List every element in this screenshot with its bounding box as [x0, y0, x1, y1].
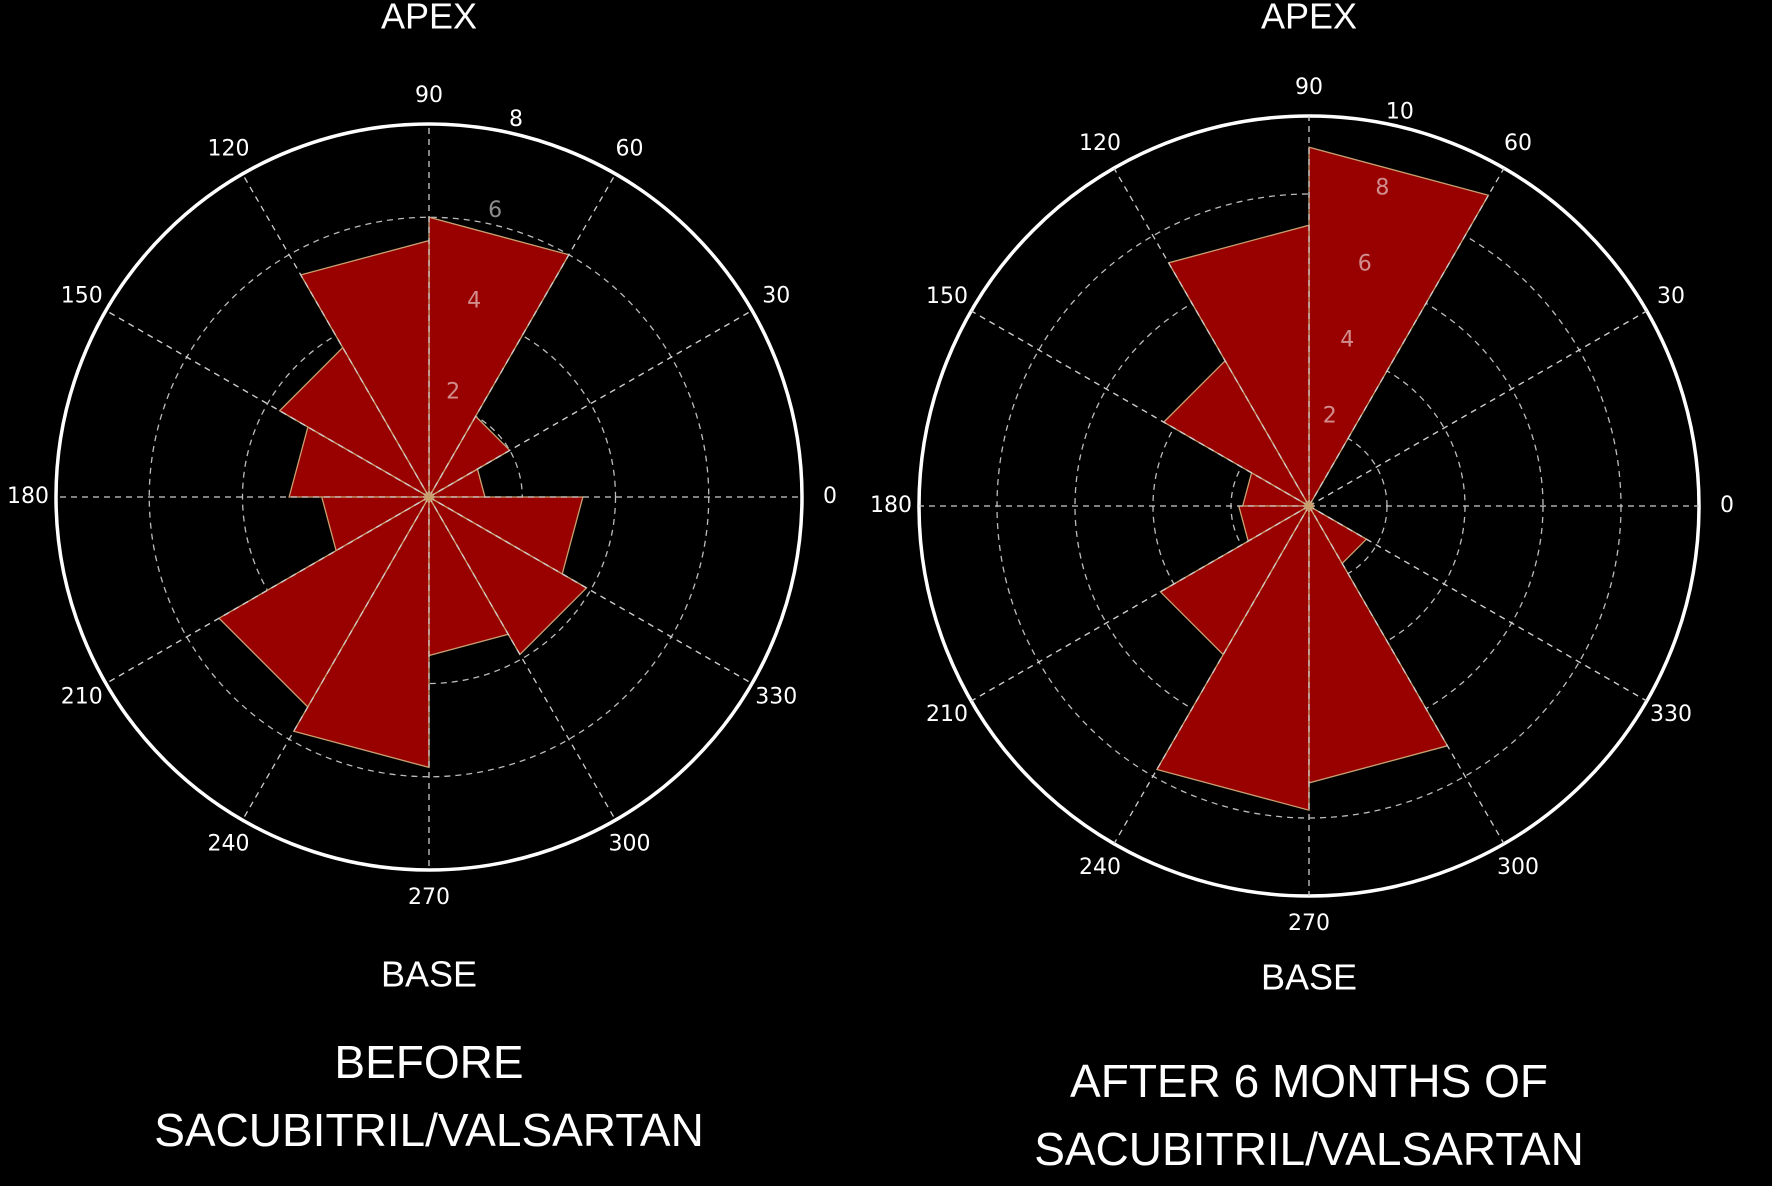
angle-tick-label: 180: [7, 484, 49, 509]
center-dot: [1304, 501, 1314, 511]
angle-tick-label: 0: [823, 484, 837, 509]
r-tick-label: 6: [488, 198, 502, 223]
top-label: APEX: [381, 0, 477, 37]
angle-tick-label: 330: [1650, 702, 1692, 727]
angle-tick-label: 240: [1079, 855, 1121, 880]
angle-tick-label: 300: [1497, 855, 1539, 880]
angle-tick-label: 120: [1079, 131, 1121, 156]
chart-title: AFTER 6 MONTHS OF: [1070, 1055, 1548, 1107]
angle-tick-label: 90: [1295, 75, 1323, 100]
r-tick-label: 4: [1340, 327, 1354, 352]
spoke: [428, 496, 617, 821]
spoke: [1308, 310, 1648, 507]
spoke: [1113, 505, 1310, 845]
sector: [1308, 146, 1490, 509]
angle-tick-label: 180: [870, 493, 912, 518]
spoke: [1308, 505, 1505, 845]
angle-tick-label: 150: [61, 284, 103, 309]
angle-tick-label: 210: [61, 685, 103, 710]
sector: [1308, 503, 1449, 784]
r-tick-label: 6: [1358, 251, 1372, 276]
spoke: [428, 496, 753, 685]
angle-tick-label: 90: [415, 83, 443, 108]
spoke: [105, 496, 430, 685]
grid-ring: [241, 309, 617, 685]
spoke: [970, 310, 1310, 507]
spoke: [428, 173, 617, 498]
spoke: [1308, 505, 1648, 702]
chart-title: BEFORE: [334, 1036, 523, 1088]
angle-tick-label: 30: [1657, 284, 1685, 309]
angle-tick-label: 330: [755, 685, 797, 710]
spoke: [428, 309, 753, 498]
bottom-label: BASE: [381, 954, 477, 995]
angle-tick-label: 300: [609, 831, 651, 856]
spoke: [1113, 167, 1310, 507]
spoke: [1308, 167, 1505, 507]
angle-tick-label: 270: [408, 885, 450, 910]
spoke: [241, 173, 430, 498]
sector: [1162, 359, 1311, 508]
spoke: [970, 505, 1310, 702]
r-tick-label: 2: [1323, 403, 1337, 428]
angle-tick-label: 60: [1504, 131, 1532, 156]
angle-tick-label: 30: [762, 284, 790, 309]
angle-tick-label: 270: [1288, 911, 1330, 936]
outer-circle: [54, 122, 804, 872]
r-tick-label: 4: [467, 289, 481, 314]
sector: [426, 496, 584, 575]
spoke: [241, 496, 430, 821]
angle-tick-label: 210: [926, 702, 968, 727]
spoke: [105, 309, 430, 498]
angle-tick-label: 120: [208, 137, 250, 162]
bottom-label: BASE: [1261, 957, 1357, 998]
center-dot: [424, 492, 434, 502]
angle-tick-label: 240: [208, 831, 250, 856]
r-tick-label: 2: [446, 379, 460, 404]
angle-tick-label: 60: [616, 137, 644, 162]
chart-title: SACUBITRIL/VALSARTAN: [154, 1104, 704, 1156]
angle-tick-label: 150: [926, 284, 968, 309]
angle-tick-label: 0: [1720, 493, 1734, 518]
r-tick-label: 8: [509, 107, 523, 132]
top-label: APEX: [1261, 0, 1357, 37]
chart-title: SACUBITRIL/VALSARTAN: [1034, 1123, 1584, 1175]
r-tick-label: 10: [1386, 99, 1414, 124]
r-tick-label: 8: [1375, 175, 1389, 200]
